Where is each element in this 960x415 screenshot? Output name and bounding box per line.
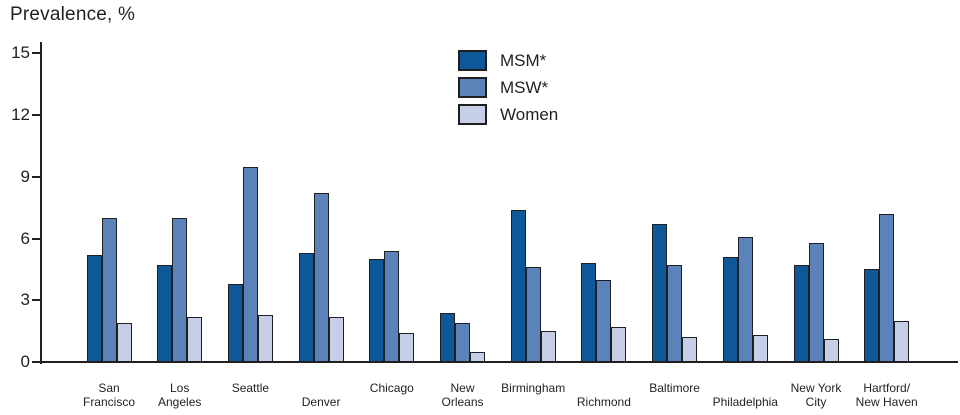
bar-women-denver — [328, 316, 344, 362]
x-axis-label-line: New York — [790, 381, 842, 395]
x-axis-label-line: Hartford/ — [863, 381, 911, 395]
chart-title: Prevalence, % — [10, 4, 136, 25]
bar-msw-new-orleans — [455, 322, 470, 362]
y-tick-mark — [32, 175, 40, 178]
bar-women-seattle — [257, 314, 273, 362]
bar-msw-seattle — [242, 166, 258, 362]
bar-msm-chicago — [369, 259, 385, 362]
x-axis-label-hartford-new-haven: Hartford/New Haven — [841, 381, 933, 409]
x-axis-label-line: Denver — [301, 395, 341, 409]
bar-msw-richmond — [596, 279, 612, 362]
bar-women-los-angeles — [187, 316, 203, 362]
x-axis-label-denver: Denver — [275, 381, 367, 409]
chart-legend: MSM* MSW* Women — [458, 49, 558, 130]
bar-msw-chicago — [384, 250, 400, 362]
bar-msm-philadelphia — [722, 257, 738, 362]
y-tick-label: 15 — [11, 43, 30, 63]
bar-msm-baltimore — [652, 224, 668, 362]
legend-row-msm: MSM* — [458, 49, 558, 72]
bar-women-new-orleans — [470, 351, 485, 362]
x-axis-label-new-orleans: New Orleans — [417, 381, 509, 409]
x-axis-label-line: Orleans — [441, 395, 484, 409]
bar-msm-new-york-city — [793, 265, 809, 362]
legend-label: Women — [500, 104, 559, 124]
x-axis-label-birmingham: Birmingham — [487, 381, 579, 409]
y-tick-label: 0 — [20, 352, 30, 371]
bar-msw-baltimore — [667, 265, 683, 362]
bar-women-richmond — [611, 327, 627, 362]
x-axis-label-line: Angeles — [158, 395, 202, 409]
bar-msw-denver — [313, 193, 329, 362]
y-axis-line — [40, 42, 42, 364]
x-axis-label-los-angeles: Los Angeles — [134, 381, 226, 409]
y-tick-mark — [32, 114, 40, 117]
legend-swatch-women — [458, 104, 487, 125]
bar-msw-san-francisco — [101, 218, 117, 362]
bar-msm-san-francisco — [86, 255, 102, 362]
bar-msw-los-angeles — [172, 218, 188, 362]
x-axis-label-line: Seattle — [231, 381, 270, 395]
x-axis-label-line: Francisco — [82, 395, 135, 409]
x-axis-label-line: New Haven — [855, 395, 918, 409]
x-axis-label-baltimore: Baltimore — [629, 381, 721, 409]
bar-women-birmingham — [540, 331, 556, 362]
bar-msm-denver — [298, 252, 314, 362]
legend-swatch-msw — [458, 77, 487, 98]
bar-msm-birmingham — [510, 209, 526, 362]
bar-msw-philadelphia — [737, 236, 753, 362]
x-axis-label-philadelphia: Philadelphia — [699, 381, 791, 409]
x-axis-label-line: San — [98, 381, 120, 395]
bar-msw-hartford-new-haven — [879, 213, 895, 362]
x-axis-label-line: Chicago — [369, 381, 414, 395]
y-tick-mark — [32, 237, 40, 240]
bar-women-new-york-city — [823, 339, 839, 362]
bar-women-san-francisco — [116, 322, 132, 362]
bar-msm-new-orleans — [440, 312, 455, 362]
y-tick-label: 3 — [20, 290, 30, 310]
legend-label: MSM* — [500, 50, 547, 70]
x-axis-label-line: City — [805, 395, 827, 409]
x-axis-label-chicago: Chicago — [346, 381, 438, 409]
y-tick-mark — [32, 52, 40, 55]
y-tick-mark — [32, 361, 40, 363]
y-tick-label: 12 — [11, 105, 30, 125]
legend-row-msw: MSW* — [458, 76, 558, 99]
y-tick-mark — [32, 299, 40, 302]
legend-row-women: Women — [458, 103, 558, 126]
bar-msw-new-york-city — [808, 242, 824, 362]
y-tick-label: 9 — [20, 166, 30, 186]
bar-women-philadelphia — [752, 335, 768, 362]
x-axis-label-line: Philadelphia — [712, 395, 778, 409]
x-axis-label-san-francisco: San Francisco — [63, 381, 155, 409]
x-axis-label-new-york-city: New York City — [770, 381, 862, 409]
x-axis-line — [40, 361, 958, 363]
x-axis-label-line: Los — [170, 381, 190, 395]
bar-msw-birmingham — [525, 267, 541, 362]
bar-women-baltimore — [682, 337, 698, 362]
x-axis-label-line: Richmond — [576, 395, 631, 409]
legend-label: MSW* — [500, 77, 549, 97]
x-axis-label-line: Birmingham — [501, 381, 566, 395]
y-tick-label: 6 — [20, 228, 30, 248]
bar-msm-hartford-new-haven — [864, 269, 880, 362]
bar-women-hartford-new-haven — [894, 320, 910, 362]
x-axis-label-richmond: Richmond — [558, 381, 650, 409]
bar-women-chicago — [399, 333, 415, 362]
bar-msm-los-angeles — [157, 265, 173, 362]
bar-msm-seattle — [227, 283, 243, 362]
bar-msm-richmond — [581, 263, 597, 362]
x-axis-label-line: Baltimore — [649, 381, 700, 395]
x-axis-label-line: New — [450, 381, 475, 395]
legend-swatch-msm — [458, 50, 487, 71]
x-axis-label-seattle: Seattle — [204, 381, 296, 409]
